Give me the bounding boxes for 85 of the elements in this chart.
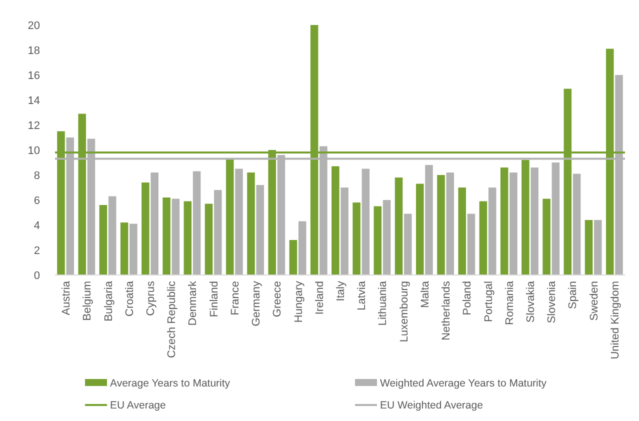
bar — [226, 158, 234, 275]
x-tick-label: Austria — [60, 280, 73, 316]
x-tick-label: Latvia — [356, 280, 368, 310]
bar — [594, 220, 602, 275]
bar — [584, 220, 593, 275]
x-tick-label: Netherlands — [440, 280, 453, 340]
y-tick-label: 20 — [28, 20, 40, 32]
bar — [289, 240, 298, 275]
bar — [204, 204, 213, 275]
legend-label: EU Average — [110, 400, 166, 412]
bar — [150, 172, 158, 275]
x-tick-label: Spain — [567, 281, 580, 310]
y-tick-label: 8 — [34, 170, 40, 182]
y-tick-label: 18 — [28, 44, 40, 57]
bar — [467, 214, 476, 275]
bar — [437, 175, 445, 275]
bar — [340, 188, 348, 275]
bar — [108, 196, 116, 275]
x-tick-label: Sweden — [588, 281, 600, 321]
bar — [184, 201, 192, 275]
bar — [374, 206, 382, 275]
bar — [446, 172, 454, 275]
bar — [510, 172, 518, 275]
bar — [530, 168, 538, 275]
x-tick-label: Hungary — [292, 280, 305, 323]
bar — [542, 198, 550, 275]
x-tick-label: Slovenia — [546, 280, 558, 324]
legend-label: Weighted Average Years to Maturity — [380, 378, 548, 390]
bar — [479, 201, 488, 275]
x-tick-label: United Kingdom — [609, 281, 622, 360]
bar — [404, 214, 412, 275]
x-tick-label: Romania — [504, 280, 516, 326]
bar — [142, 182, 150, 275]
bar — [172, 198, 180, 275]
bar — [120, 222, 128, 275]
bar — [214, 190, 222, 275]
x-tick-label: Italy — [335, 280, 347, 302]
bar — [362, 168, 370, 275]
x-tick-label: Ireland — [314, 281, 326, 315]
bar — [332, 166, 340, 275]
y-tick-label: 4 — [34, 220, 40, 232]
bar — [416, 184, 424, 275]
bar — [99, 205, 108, 275]
bar — [552, 162, 560, 275]
x-tick-label: Cyprus — [145, 280, 157, 316]
bar — [488, 188, 496, 275]
y-tick-label: 16 — [28, 70, 40, 82]
x-tick-label: Poland — [462, 281, 474, 316]
y-tick-label: 12 — [28, 120, 40, 132]
bar — [192, 171, 201, 275]
bar — [425, 165, 433, 275]
x-tick-label: Germany — [250, 280, 263, 326]
legend-label: Average Years to Maturity — [110, 378, 231, 390]
bar — [394, 178, 403, 275]
x-tick-label: Slovakia — [525, 280, 537, 323]
bar — [352, 202, 360, 275]
y-tick-label: 10 — [28, 144, 40, 157]
y-tick-label: 0 — [34, 270, 40, 282]
bar — [298, 221, 306, 275]
legend-label: EU Weighted Average — [380, 400, 484, 412]
x-tick-label: Bulgaria — [102, 280, 115, 322]
bar — [162, 198, 170, 275]
y-tick-label: 2 — [34, 244, 40, 257]
bar — [500, 168, 508, 275]
x-tick-label: France — [229, 281, 242, 316]
x-tick-label: Finland — [208, 281, 220, 318]
x-tick-label: Greece — [272, 281, 284, 318]
bar — [382, 200, 391, 275]
y-tick-label: 14 — [28, 94, 40, 107]
x-tick-label: Lithuania — [377, 280, 390, 326]
bar — [247, 172, 255, 275]
x-tick-label: Portugal — [482, 281, 495, 322]
bar — [458, 188, 466, 275]
bar — [235, 168, 243, 275]
x-tick-label: Croatia — [124, 280, 136, 316]
x-tick-label: Belgium — [82, 281, 94, 321]
bar — [130, 224, 138, 275]
bar — [522, 160, 530, 275]
bar — [572, 174, 581, 275]
x-tick-label: Luxembourg — [398, 281, 410, 342]
bar — [256, 185, 264, 275]
x-tick-label: Czech Republic — [166, 280, 178, 358]
x-tick-label: Denmark — [187, 280, 200, 326]
y-tick-label: 6 — [34, 194, 40, 207]
x-tick-label: Malta — [419, 280, 432, 308]
